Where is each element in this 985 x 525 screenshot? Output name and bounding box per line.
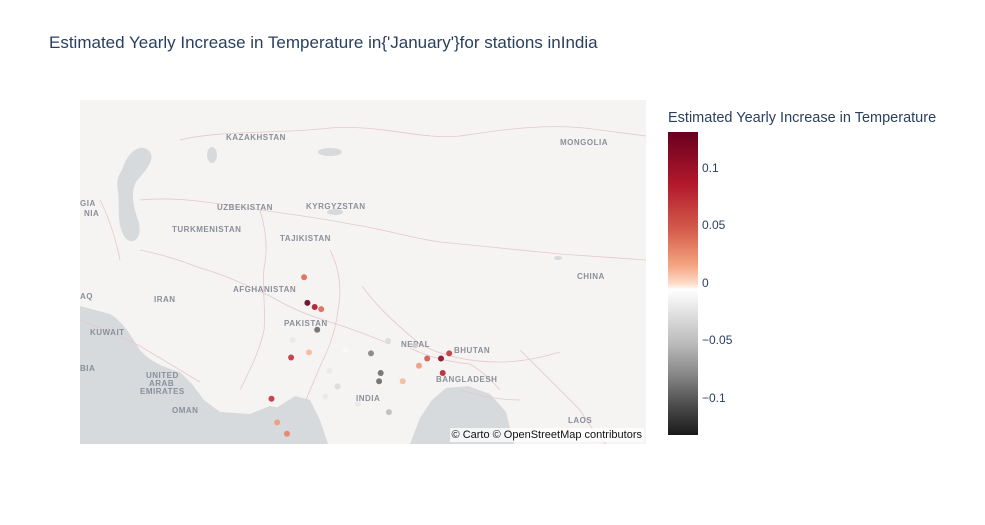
balkhash-lake (318, 148, 342, 156)
colorbar-tick-neg0.1: −0.1 (702, 391, 726, 405)
station-marker[interactable] (376, 378, 383, 385)
label-kyrgyzstan: KYRGYZSTAN (306, 202, 366, 211)
colorbar-tick-0.05: 0.05 (702, 218, 726, 232)
label-gia: GIA (80, 199, 96, 208)
qinghai-lake (554, 256, 562, 260)
label-kazakhstan: KAZAKHSTAN (226, 133, 286, 142)
station-marker[interactable] (284, 430, 290, 437)
aral-sea (207, 147, 217, 163)
station-marker[interactable] (438, 355, 444, 362)
label-kuwait: KUWAIT (90, 328, 125, 337)
map-view[interactable]: KAZAKHSTAN MONGOLIA UZBEKISTAN KYRGYZSTA… (80, 100, 646, 444)
station-marker[interactable] (322, 393, 329, 400)
station-marker[interactable] (416, 362, 422, 369)
station-marker[interactable] (288, 354, 295, 361)
label-turkmenistan: TURKMENISTAN (172, 225, 241, 234)
label-aq: AQ (80, 292, 93, 301)
label-india: INDIA (356, 394, 380, 403)
label-united: UNITED (146, 371, 179, 380)
label-tajikistan: TAJIKISTAN (280, 234, 331, 243)
station-marker[interactable] (318, 306, 325, 313)
colorbar-tick-0: 0 (702, 276, 709, 290)
station-marker[interactable] (385, 338, 392, 344)
station-marker[interactable] (301, 274, 308, 281)
station-marker[interactable] (354, 400, 361, 407)
station-marker[interactable] (342, 347, 349, 354)
station-marker[interactable] (274, 419, 281, 426)
station-marker[interactable] (412, 342, 418, 349)
map-attribution[interactable]: © Carto © OpenStreetMap contributors (449, 428, 644, 442)
station-marker[interactable] (368, 350, 374, 357)
label-afghanistan: AFGHANISTAN (233, 285, 296, 294)
issyk-kul (327, 209, 343, 215)
arabian-sea (200, 396, 328, 444)
station-marker[interactable] (289, 337, 296, 343)
colorbar (668, 132, 698, 435)
label-bia: BIA (80, 364, 95, 373)
chart-title: Estimated Yearly Increase in Temperature… (49, 33, 598, 52)
basemap: KAZAKHSTAN MONGOLIA UZBEKISTAN KYRGYZSTA… (80, 126, 646, 444)
station-marker[interactable] (377, 370, 384, 376)
label-china: CHINA (577, 272, 605, 281)
station-marker[interactable] (334, 383, 341, 390)
station-markers (268, 274, 453, 437)
colorbar-tick-0.1: 0.1 (702, 161, 719, 175)
station-marker[interactable] (385, 409, 392, 416)
station-marker[interactable] (311, 304, 318, 310)
station-marker[interactable] (268, 395, 275, 402)
station-marker[interactable] (304, 299, 311, 306)
colorbar-tick-neg0.05: −0.05 (702, 333, 733, 347)
colorbar-title: Estimated Yearly Increase in Temperature (668, 110, 937, 126)
station-marker[interactable] (399, 378, 406, 385)
label-nia: NIA (84, 209, 99, 218)
station-marker[interactable] (326, 367, 333, 374)
label-oman: OMAN (172, 406, 198, 415)
station-marker[interactable] (446, 350, 453, 357)
station-marker[interactable] (424, 355, 431, 362)
label-iran: IRAN (154, 295, 176, 304)
label-emirates: EMIRATES (140, 387, 185, 396)
label-arab: ARAB (149, 379, 174, 388)
caspian-sea (117, 147, 152, 242)
label-pakistan: PAKISTAN (284, 319, 328, 328)
persian-gulf (80, 306, 320, 444)
label-mongolia: MONGOLIA (560, 138, 608, 147)
country-labels: KAZAKHSTAN MONGOLIA UZBEKISTAN KYRGYZSTA… (80, 133, 608, 425)
label-uzbekistan: UZBEKISTAN (217, 203, 273, 212)
station-marker[interactable] (306, 349, 312, 356)
label-laos: LAOS (568, 416, 592, 425)
label-bangladesh: BANGLADESH (436, 375, 497, 384)
station-marker[interactable] (439, 370, 446, 376)
station-marker[interactable] (314, 326, 321, 333)
label-bhutan: BHUTAN (454, 346, 490, 355)
